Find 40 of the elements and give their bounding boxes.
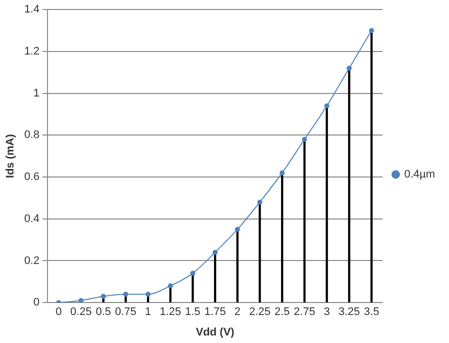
y-tick-label: 0.6 — [24, 171, 40, 184]
x-tick-label: 0.75 — [115, 306, 136, 318]
point — [212, 250, 218, 255]
x-tick-label: 1.25 — [160, 306, 182, 318]
x-tick-label: 1 — [144, 306, 152, 318]
y-tick-label: 1.4 — [24, 4, 40, 16]
y-axis-title: Ids (mA) — [4, 134, 17, 178]
point — [234, 226, 240, 232]
point — [123, 292, 128, 297]
x-tick-label: 1.5 — [185, 306, 200, 318]
x-tick-label: 3.25 — [338, 306, 360, 318]
legend-label: 0.4µm — [404, 168, 436, 181]
y-tick-label: 1.2 — [24, 45, 40, 58]
point — [369, 28, 374, 34]
x-tick-label: 0 — [56, 306, 62, 318]
point — [302, 136, 307, 142]
y-tick-label: 0.2 — [24, 254, 40, 267]
x-tick-label: 3 — [324, 306, 330, 318]
point — [280, 170, 285, 176]
point — [78, 298, 84, 303]
x-tick-label: 2 — [234, 306, 241, 318]
x-tick-label: 0.25 — [70, 306, 92, 318]
point — [257, 200, 262, 205]
point — [100, 294, 106, 299]
y-tick-label: 0 — [33, 296, 40, 309]
x-tick-label: 1.75 — [204, 306, 226, 318]
x-tick-label: 2.25 — [249, 306, 271, 318]
point — [190, 270, 196, 276]
x-tick-label: 2.75 — [294, 306, 316, 318]
x-axis-title: Vdd (V) — [196, 326, 235, 338]
x-tick-label: 3.5 — [364, 306, 380, 318]
point — [324, 103, 330, 108]
y-tick-label: 1 — [33, 87, 40, 100]
point — [146, 292, 151, 297]
point — [168, 283, 173, 288]
x-tick-label: 0.5 — [96, 306, 112, 318]
y-tick-label: 0.4 — [24, 212, 40, 225]
x-tick-label: 2.5 — [274, 306, 290, 318]
y-tick-label: 0.8 — [24, 129, 40, 142]
point — [346, 66, 352, 71]
